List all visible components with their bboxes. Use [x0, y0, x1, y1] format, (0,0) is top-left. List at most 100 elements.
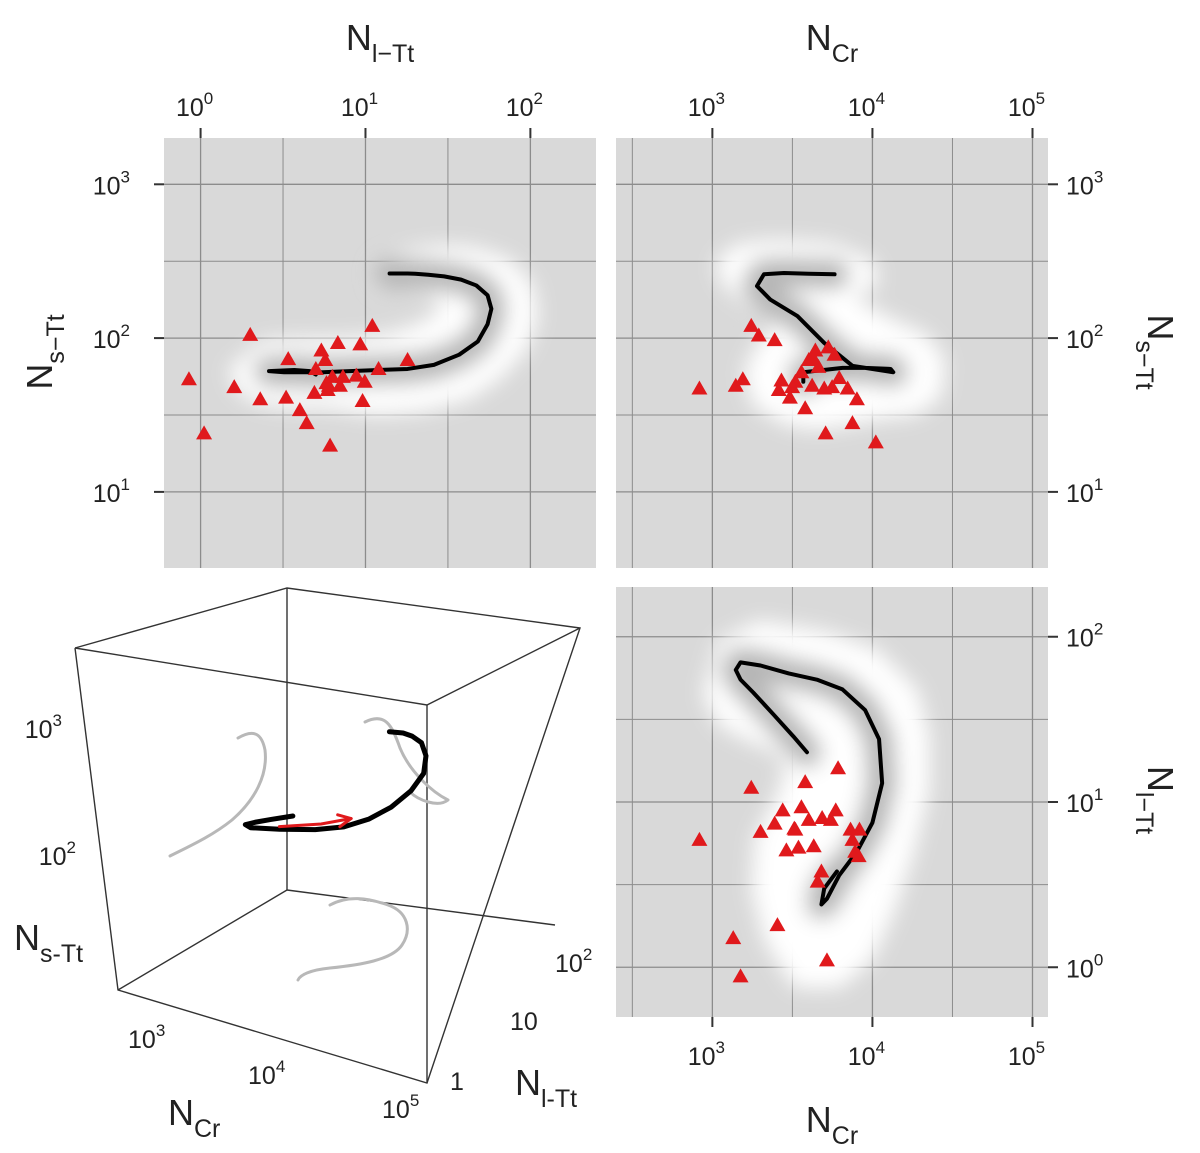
data-point [822, 811, 839, 826]
axis-title-sub: s−Tt [42, 314, 70, 363]
observed-points [691, 760, 868, 983]
tick-label: 103 [688, 89, 725, 122]
tick-labels-x: 100 101 102 [176, 89, 543, 122]
tick-label: 103 [688, 1038, 725, 1071]
axis-title-main: N [806, 1099, 832, 1140]
tick-label: 1 [450, 1068, 464, 1096]
tick-labels-y: 101 102 103 [93, 167, 130, 508]
data-point [317, 352, 334, 367]
tick-label: 10 [510, 1008, 538, 1036]
cube-edge [286, 889, 556, 926]
tick-label: 101 [93, 475, 130, 508]
cube-axis-title-vertical: Ns-Tt [14, 917, 83, 968]
data-point [743, 779, 760, 794]
cube-edge [74, 627, 581, 706]
data-point [804, 377, 821, 392]
tick-label: 102 [39, 838, 76, 871]
trajectory-line [267, 271, 494, 377]
data-point [691, 831, 708, 846]
cube-right-ticks: 1 10 102 [450, 945, 592, 1096]
data-point [348, 367, 365, 382]
axis-title-top: Nl−Tt [346, 17, 414, 68]
tick-label: 104 [848, 89, 885, 122]
projection-curve-floor [296, 897, 409, 982]
tick-label: 104 [848, 1038, 885, 1071]
data-point [778, 842, 795, 857]
tick-label: 102 [1066, 620, 1103, 653]
data-point [725, 930, 742, 945]
data-point [867, 434, 884, 449]
data-point [818, 952, 835, 967]
tick-label: 105 [1008, 1038, 1045, 1071]
data-point [769, 917, 786, 932]
data-point [807, 342, 824, 357]
data-point [324, 368, 341, 383]
data-point [831, 370, 848, 385]
tick-marks [711, 635, 1058, 1027]
data-point [848, 391, 865, 406]
trajectory-path [754, 271, 896, 384]
tick-label: 101 [1066, 475, 1103, 508]
tick-label: 103 [128, 1021, 165, 1054]
data-point [298, 415, 315, 430]
data-point [734, 371, 751, 386]
cube-trajectory [242, 729, 429, 833]
data-point [787, 821, 804, 836]
tick-label: 100 [1066, 950, 1103, 983]
data-point [278, 389, 295, 404]
data-point [774, 802, 791, 817]
axis-title-sub: Cr [832, 1122, 858, 1150]
data-point [787, 373, 804, 388]
tick-label: 104 [248, 1057, 285, 1090]
data-point [805, 838, 822, 853]
tick-label: 103 [93, 167, 130, 200]
data-point [797, 774, 814, 789]
tick-label: 103 [25, 711, 62, 744]
cube-vertical-ticks: 103 102 [25, 711, 76, 871]
cube-edge [74, 587, 581, 1084]
data-point [824, 379, 841, 394]
tick-label: 103 [1066, 167, 1103, 200]
tick-label: 100 [176, 89, 213, 122]
data-point [252, 391, 269, 406]
data-point [817, 425, 834, 440]
data-point [743, 317, 760, 332]
data-point [752, 823, 769, 838]
data-point [766, 815, 783, 830]
trajectory-line [754, 271, 896, 384]
data-point [307, 360, 324, 375]
data-point [354, 392, 371, 407]
axis-title-top: NCr [806, 17, 858, 68]
data-point [352, 336, 369, 351]
data-point [196, 425, 213, 440]
data-point [370, 360, 387, 375]
data-point [844, 831, 861, 846]
data-point [691, 380, 708, 395]
data-point [291, 402, 308, 417]
tick-labels-y: 101 102 103 [1066, 167, 1103, 508]
tick-label: 102 [555, 945, 592, 978]
trajectory-path [733, 660, 885, 907]
tick-label: 101 [341, 89, 378, 122]
data-point [770, 381, 787, 396]
tick-label: 102 [506, 89, 543, 122]
projection-curve-back [168, 731, 267, 858]
data-point [180, 371, 197, 386]
tick-marks [154, 128, 532, 493]
cube-trajectory-path [242, 729, 429, 833]
data-point [839, 380, 856, 395]
axis-title-right: Nl−Tt [1130, 766, 1181, 834]
axis-title-main: N [19, 364, 60, 390]
data-point [820, 339, 837, 354]
data-point [851, 821, 868, 836]
tick-labels-y: 100 101 102 [1066, 620, 1103, 984]
cube-projections [168, 717, 450, 982]
data-point [790, 839, 807, 854]
data-point [331, 377, 348, 392]
data-point [329, 334, 346, 349]
axis-title-right: Ns−Tt [1130, 314, 1181, 389]
tick-labels-x: 103 104 105 [688, 89, 1045, 122]
data-point [793, 799, 810, 814]
